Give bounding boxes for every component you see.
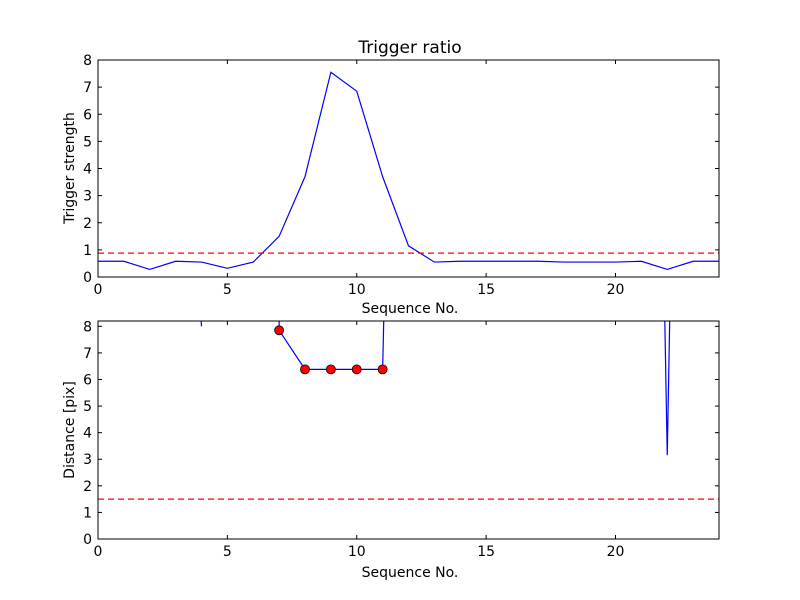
axis-ticks: 0 5 10 15 20 0 1 2 3 4 5 6 7 8 (83, 53, 719, 298)
y-tick-label: 5 (83, 134, 92, 150)
y-tick-label: 0 (83, 270, 92, 286)
series-1-line (98, 71, 719, 271)
x-tick-label: 0 (94, 282, 103, 298)
x-tick-label: 0 (94, 544, 103, 560)
data-point (325, 364, 336, 375)
y-tick-label: 4 (83, 162, 92, 178)
plot-area (98, 71, 719, 271)
plot-area (98, 321, 719, 500)
y-tick-label: 2 (83, 479, 92, 495)
trigger-ratio-chart: Trigger ratio 0 5 10 15 20 0 1 2 3 4 5 6 7 8 Sequence… (62, 38, 720, 317)
y-tick-label: 6 (83, 107, 92, 123)
y-tick-label: 1 (83, 243, 92, 259)
data-point (351, 364, 362, 375)
axis-ticks: 0 5 10 15 20 0 1 2 3 4 5 6 7 8 (83, 319, 719, 560)
y-tick-label: 4 (83, 426, 92, 442)
series-group (98, 321, 719, 500)
y-tick-label: 1 (83, 505, 92, 521)
distance-chart: 0 5 10 15 20 0 1 2 3 4 5 6 7 8 Sequence No. Distance … (62, 319, 720, 581)
y-tick-label: 7 (83, 80, 92, 96)
axes-frame (97, 320, 720, 540)
x-tick-label: 20 (607, 282, 625, 298)
x-tick-label: 5 (223, 282, 232, 298)
y-tick-label: 8 (83, 53, 92, 69)
x-tick-label: 5 (223, 544, 232, 560)
series-1-line (200, 321, 203, 327)
y-tick-label: 3 (83, 189, 92, 205)
y-tick-label: 2 (83, 216, 92, 232)
series-1-line (664, 321, 671, 456)
y-axis-label: Trigger strength (62, 112, 78, 225)
x-tick-label: 15 (477, 282, 495, 298)
series-group (98, 71, 719, 271)
y-tick-label: 0 (83, 532, 92, 548)
y-tick-label: 6 (83, 372, 92, 388)
y-tick-label: 3 (83, 452, 92, 468)
x-axis-label: Sequence No. (362, 301, 459, 317)
y-axis-label: Distance [pix] (62, 381, 78, 479)
data-point (377, 364, 388, 375)
x-tick-label: 20 (607, 544, 625, 560)
data-point (300, 364, 310, 375)
y-tick-label: 7 (83, 346, 92, 362)
x-tick-label: 10 (348, 282, 366, 298)
data-point (274, 325, 285, 336)
chart-title: Trigger ratio (357, 38, 461, 58)
x-axis-label: Sequence No. (362, 565, 459, 581)
y-tick-label: 8 (83, 319, 92, 335)
y-tick-label: 5 (83, 399, 92, 415)
x-tick-label: 15 (477, 544, 495, 560)
x-tick-label: 10 (348, 544, 366, 560)
